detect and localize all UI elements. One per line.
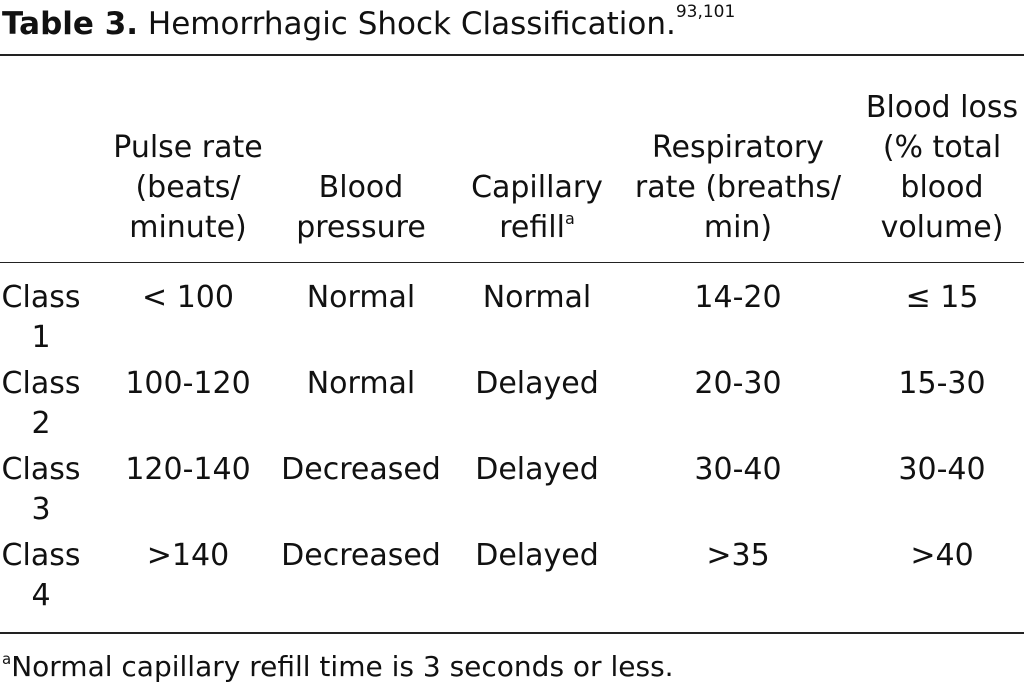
footnote-marker: a [564, 209, 575, 228]
table-label: Table 3. [2, 6, 139, 42]
pulse-cell: >140 [146, 538, 230, 573]
header-line: Capillary [471, 170, 603, 205]
header-line: min) [703, 210, 773, 245]
header-line: (beats/ [135, 170, 241, 205]
class-cell: Class 2 [1, 366, 81, 441]
table-row: Class 2 100-120 Normal Delayed 20-30 15-3… [0, 364, 1024, 450]
blood-loss-cell: 30-40 [898, 452, 986, 487]
class-cell: Class 4 [1, 538, 81, 613]
header-blood-loss: Blood loss (% total blood volume) [860, 70, 1024, 248]
header-capillary-refill: Capillary refilla [462, 70, 612, 248]
pulse-cell: 120-140 [125, 452, 251, 487]
respiratory-rate-cell: >35 [706, 538, 770, 573]
class-cell: Class 1 [1, 280, 81, 355]
capillary-refill-cell: Delayed [475, 366, 599, 401]
blood-loss-cell: 15-30 [898, 366, 986, 401]
bottom-rule [0, 632, 1024, 634]
table-row: Class 3 120-140 Decreased Delayed 30-40 3… [0, 450, 1024, 536]
header-line: blood [900, 170, 984, 205]
respiratory-rate-cell: 20-30 [694, 366, 782, 401]
respiratory-rate-cell: 14-20 [694, 280, 782, 315]
header-line: Blood [318, 170, 404, 205]
table-row: Class 1 < 100 Normal Normal 14-20 ≤ 15 [0, 278, 1024, 364]
header-line: Respiratory [652, 130, 824, 165]
header-line: rate (breaths/ [634, 170, 842, 205]
blood-pressure-cell: Normal [306, 280, 416, 315]
header-blood-pressure: Blood pressure [278, 70, 444, 248]
blood-pressure-cell: Decreased [281, 452, 441, 487]
class-cell: Class 3 [1, 452, 81, 527]
header-line: minute) [129, 210, 247, 245]
table-footnote: aNormal capillary refill time is 3 secon… [2, 650, 674, 684]
table-row: Class 4 >140 Decreased Delayed >35 >40 [0, 536, 1024, 622]
header-line: refilla [499, 208, 575, 248]
blood-loss-cell: >40 [910, 538, 974, 573]
pulse-cell: 100-120 [125, 366, 251, 401]
header-pulse-rate: Pulse rate (beats/ minute) [104, 70, 272, 248]
capillary-refill-cell: Normal [482, 280, 592, 315]
footnote-marker: a [2, 650, 12, 668]
footnote-text: Normal capillary refill time is 3 second… [11, 650, 674, 683]
top-rule [0, 54, 1024, 56]
header-rule [0, 262, 1024, 263]
table-caption: Table 3. Hemorrhagic Shock Classificatio… [2, 4, 735, 43]
header-line: pressure [296, 210, 426, 245]
header-line: Blood loss [865, 90, 1019, 125]
table-title: Hemorrhagic Shock Classification. [147, 6, 676, 42]
capillary-refill-cell: Delayed [475, 538, 599, 573]
blood-pressure-cell: Normal [306, 366, 416, 401]
blood-loss-cell: ≤ 15 [905, 280, 979, 315]
respiratory-rate-cell: 30-40 [694, 452, 782, 487]
header-line: (% total [882, 130, 1002, 165]
header-line: volume) [880, 210, 1004, 245]
pulse-cell: < 100 [142, 280, 234, 315]
blood-pressure-cell: Decreased [281, 538, 441, 573]
header-line: Pulse rate [113, 130, 263, 165]
capillary-refill-cell: Delayed [475, 452, 599, 487]
header-respiratory-rate: Respiratory rate (breaths/ min) [628, 70, 848, 248]
header-line-text: refill [499, 210, 565, 245]
reference-superscript: 93,101 [675, 2, 736, 22]
